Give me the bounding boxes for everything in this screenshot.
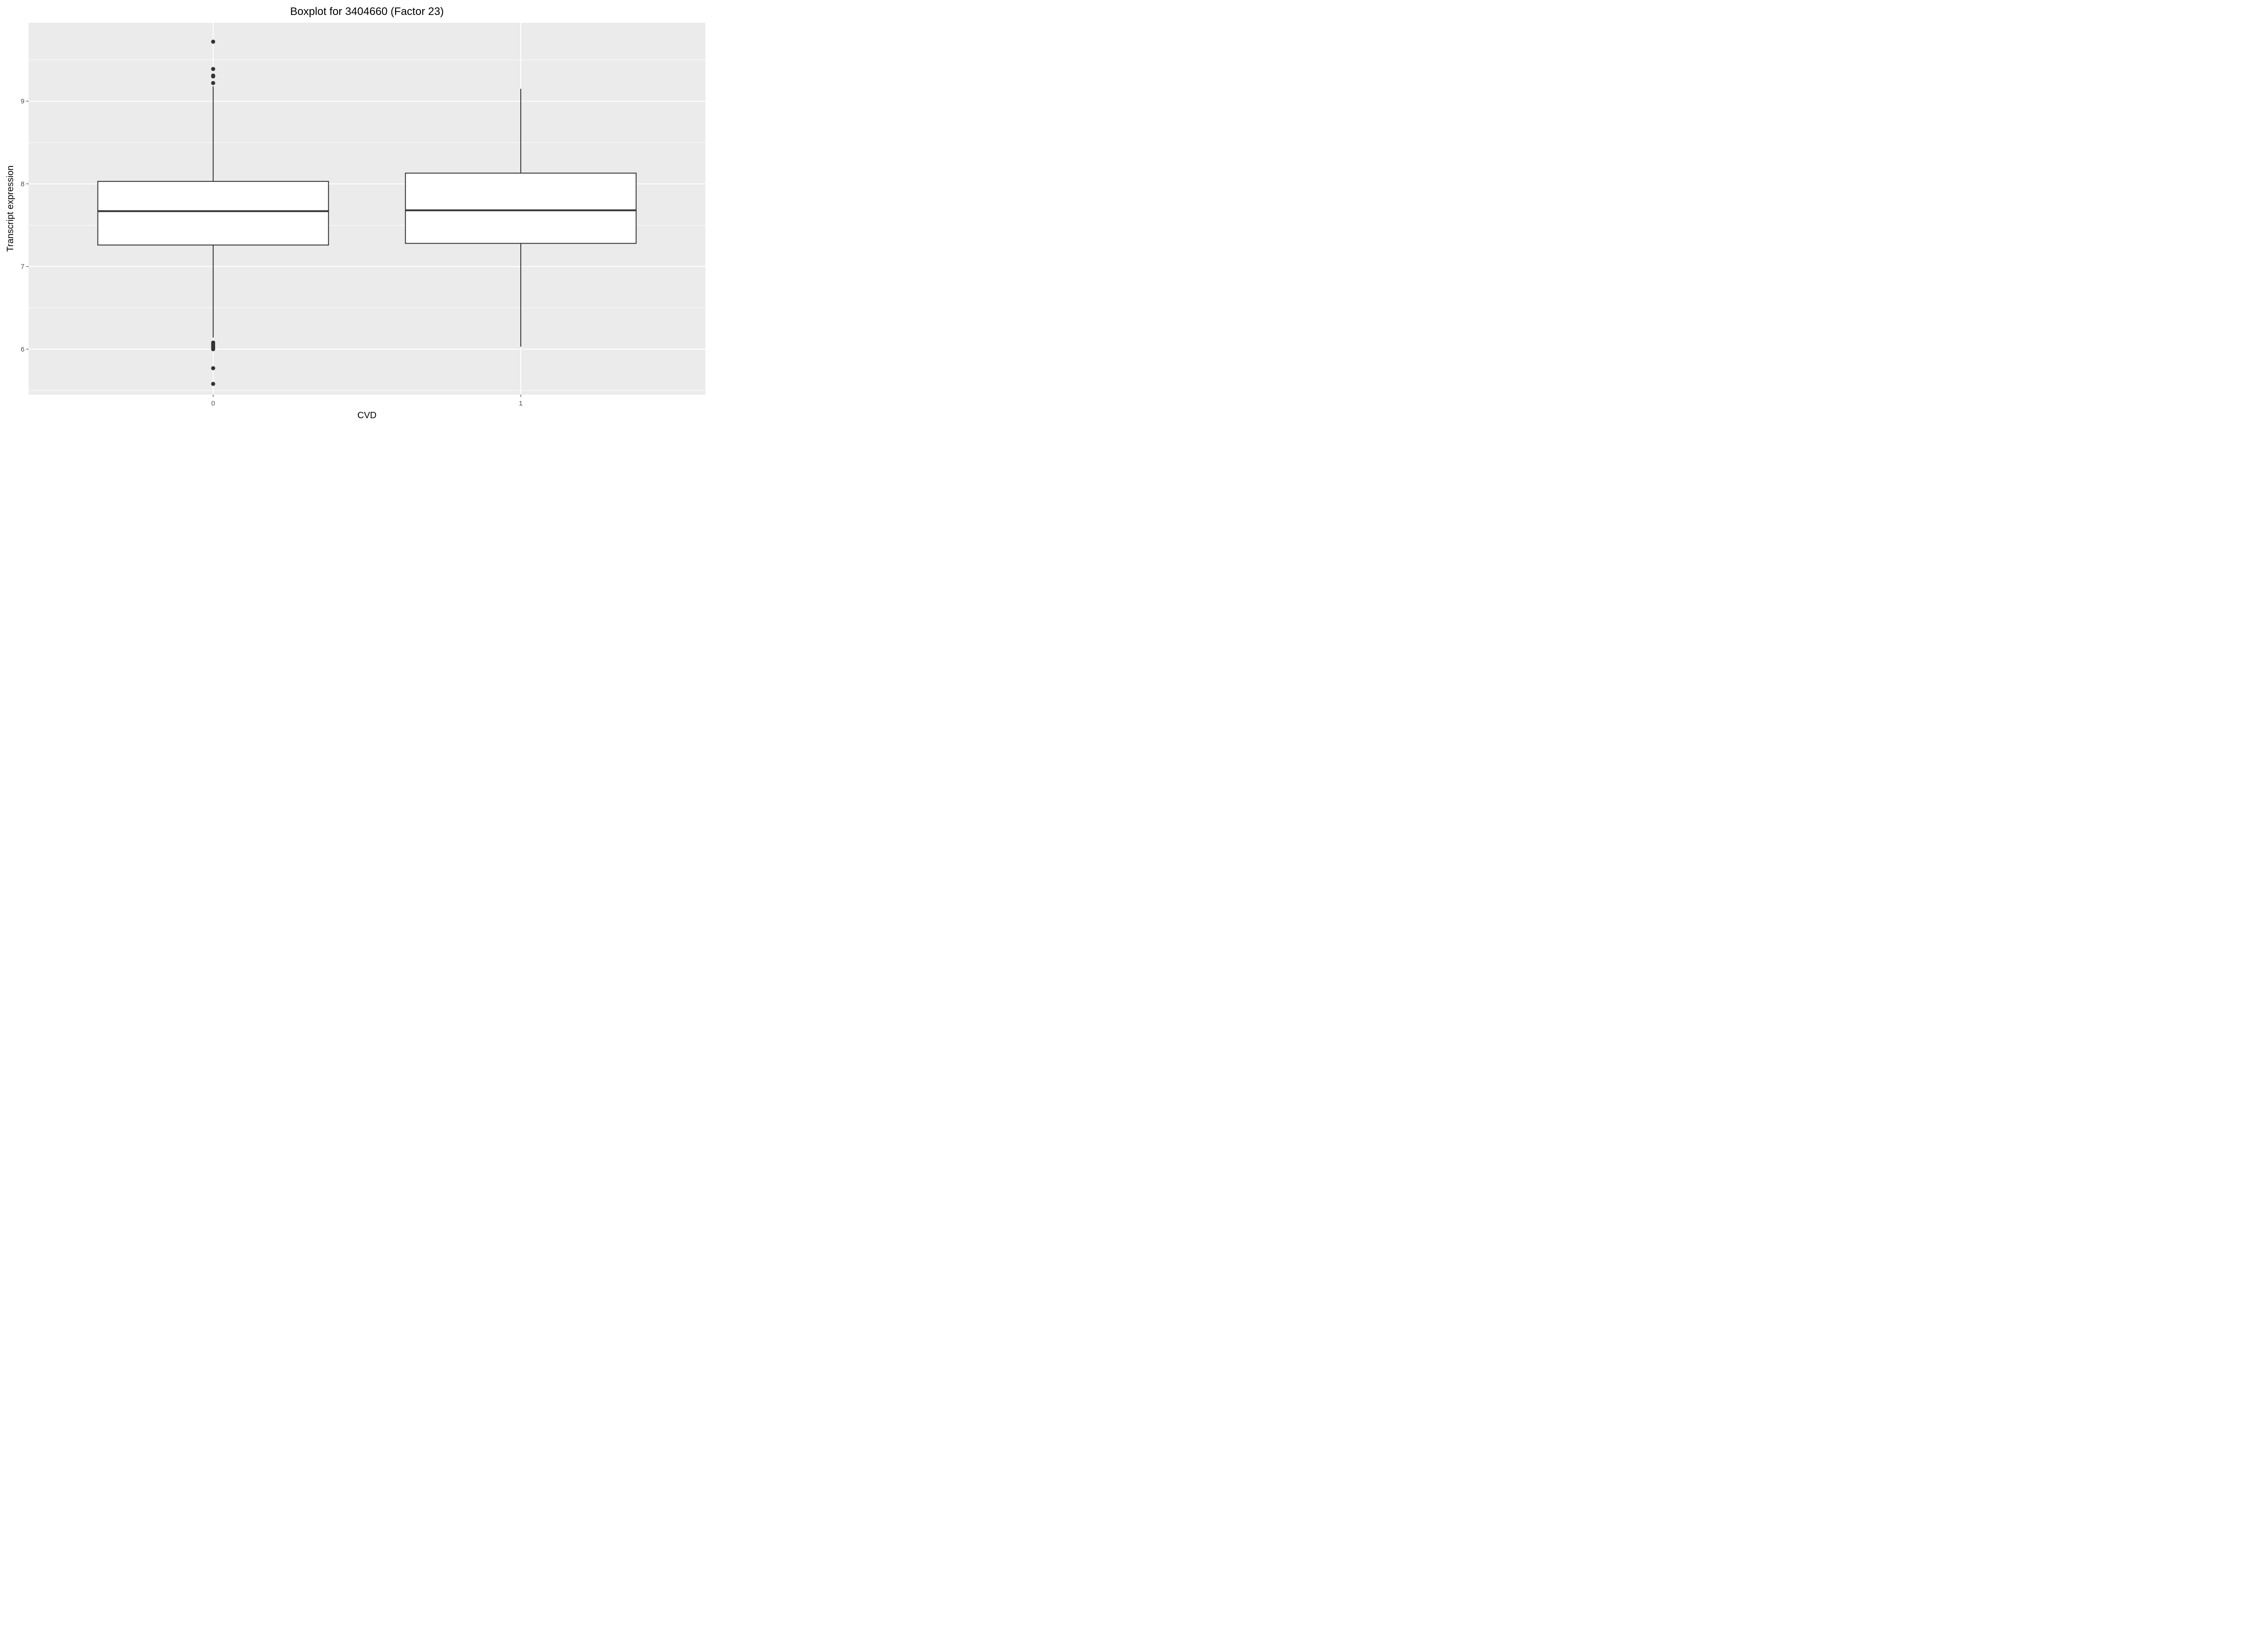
- outlier-point: [211, 39, 215, 44]
- box: [97, 181, 329, 246]
- y-axis-title: Transcript expression: [5, 166, 15, 252]
- y-axis-ticks: 6 7 8 9: [21, 98, 29, 353]
- outlier-point: [211, 366, 215, 371]
- box-layer: [97, 39, 637, 386]
- y-tick-label: 8: [21, 180, 24, 188]
- outlier-point: [211, 74, 215, 78]
- x-tick-label: 0: [211, 400, 215, 407]
- outlier-point: [211, 67, 215, 71]
- x-tick-label: 1: [519, 400, 523, 407]
- chart-title: Boxplot for 3404660 (Factor 23): [290, 5, 444, 18]
- outlier-point: [211, 81, 215, 85]
- y-tick-label: 9: [21, 98, 24, 105]
- x-axis-title: CVD: [357, 411, 376, 420]
- outlier-point: [211, 381, 215, 386]
- outlier-point: [211, 347, 215, 352]
- box: [405, 172, 637, 244]
- y-tick-label: 7: [21, 263, 24, 271]
- y-tick-label: 6: [21, 346, 24, 353]
